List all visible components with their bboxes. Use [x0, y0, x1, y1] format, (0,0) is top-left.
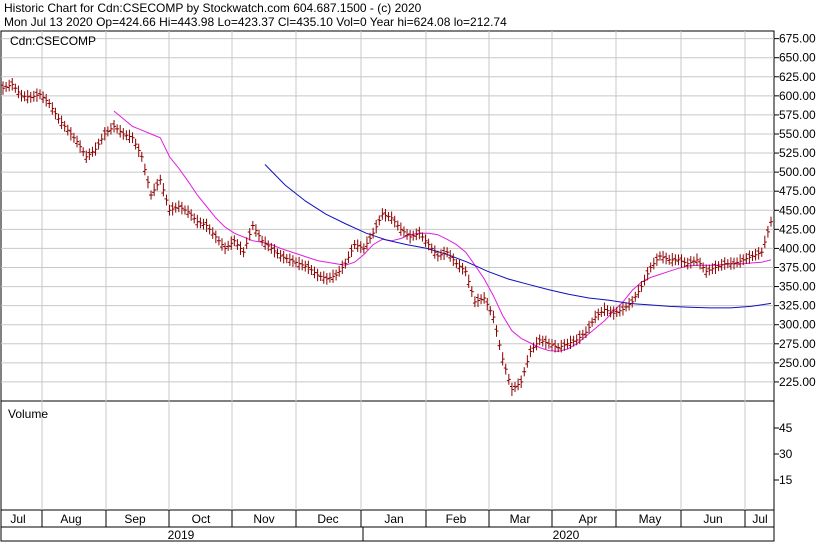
price-tick-label: 250.00 [779, 356, 816, 370]
volume-panel-frame [0, 400, 775, 511]
price-tick-label: 400.00 [779, 241, 816, 255]
chart-header-line2: Mon Jul 13 2020 Op=424.66 Hi=443.98 Lo=4… [4, 15, 507, 29]
price-tick-label: 500.00 [779, 165, 816, 179]
month-label: May [639, 512, 662, 526]
price-tick-label: 425.00 [779, 222, 816, 236]
volume-tick-label: 45 [779, 421, 793, 435]
month-label: Mar [510, 512, 531, 526]
price-tick-label: 300.00 [779, 318, 816, 332]
price-tick-label: 625.00 [779, 70, 816, 84]
month-label: Nov [253, 512, 274, 526]
year-label: 2020 [553, 528, 580, 542]
price-tick-label: 525.00 [779, 146, 816, 160]
chart-header-line1: Historic Chart for Cdn:CSECOMP by Stockw… [4, 1, 422, 15]
ma-short-line [113, 110, 772, 352]
month-label: Aug [60, 512, 81, 526]
price-tick-label: 675.00 [779, 32, 816, 46]
volume-label: Volume [8, 407, 48, 421]
volume-tick-label: 15 [779, 473, 793, 487]
price-tick-label: 275.00 [779, 337, 816, 351]
year-axis-frame [0, 526, 775, 542]
symbol-label: Cdn:CSECOMP [10, 34, 96, 48]
month-label: Jun [703, 512, 722, 526]
month-label: Apr [579, 512, 598, 526]
year-label: 2019 [168, 528, 195, 542]
price-tick-label: 575.00 [779, 108, 816, 122]
price-tick-label: 650.00 [779, 51, 816, 65]
month-label: Dec [317, 512, 338, 526]
price-panel-frame [0, 30, 775, 402]
price-tick-label: 450.00 [779, 203, 816, 217]
price-tick-label: 475.00 [779, 184, 816, 198]
month-label: Sep [124, 512, 146, 526]
price-tick-label: 550.00 [779, 127, 816, 141]
price-tick-label: 225.00 [779, 375, 816, 389]
price-tick-label: 600.00 [779, 89, 816, 103]
month-label: Oct [192, 512, 211, 526]
month-label: Jul [10, 512, 25, 526]
price-tick-label: 325.00 [779, 299, 816, 313]
month-label: Feb [446, 512, 467, 526]
ma-long-line [264, 164, 772, 309]
month-label: Jan [384, 512, 403, 526]
volume-tick-label: 30 [779, 447, 793, 461]
price-tick-label: 350.00 [779, 280, 816, 294]
price-tick-label: 375.00 [779, 260, 816, 274]
month-label: Jul [752, 512, 767, 526]
